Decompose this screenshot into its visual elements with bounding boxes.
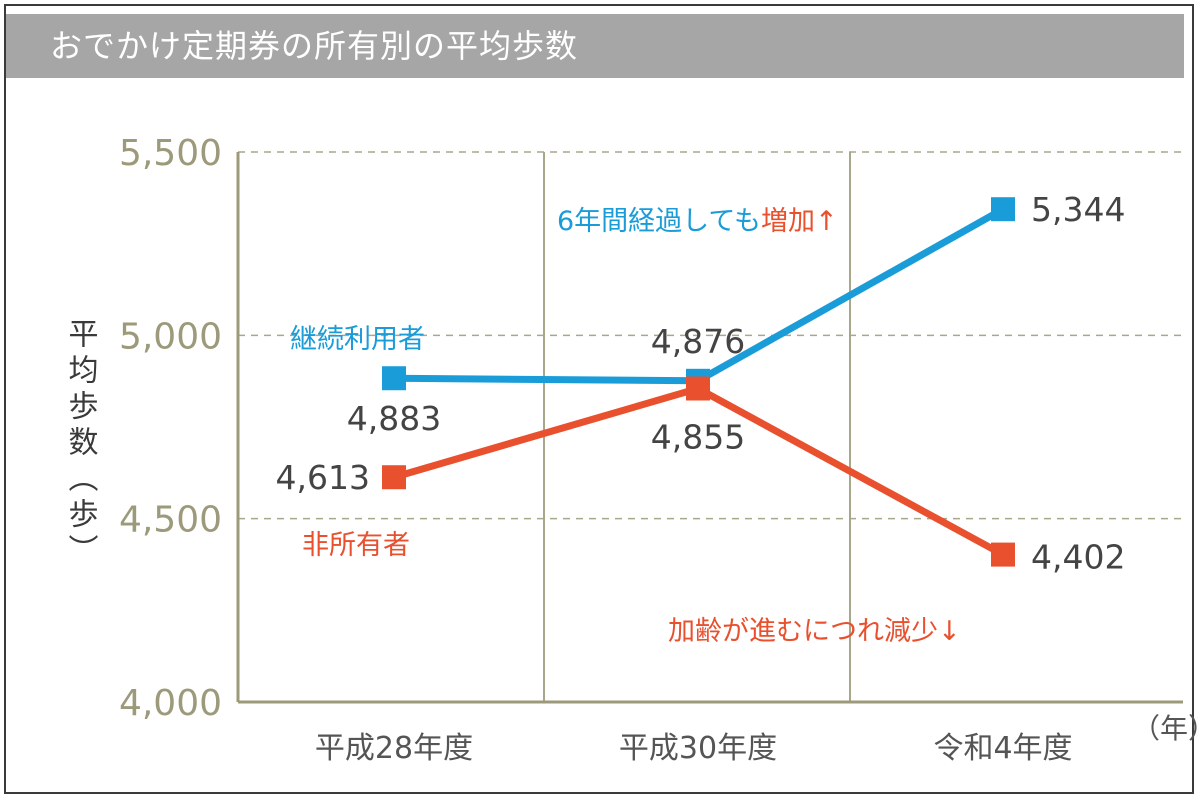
- series-line-2: [393, 385, 1005, 558]
- y-tick-label-4500: 4,500: [119, 500, 222, 541]
- x-tick-label-3: 令和4年度: [933, 731, 1072, 766]
- chart-frame: [4, 4, 1194, 794]
- series-markers: [382, 197, 1015, 567]
- series-2-marker-3: [991, 542, 1015, 567]
- series-label-continuing: 継続利用者: [290, 324, 425, 355]
- data-label-series-2-1: 4,613: [276, 458, 370, 497]
- series-label-nonowner: 非所有者: [302, 530, 410, 561]
- x-tick-labels: 平成28年度 平成30年度 令和4年度: [315, 731, 1073, 766]
- x-axis-unit: （年）: [1132, 712, 1200, 745]
- title-bar: おでかけ定期券の所有別の平均歩数: [6, 14, 1184, 78]
- series-1-marker-1: [382, 366, 406, 391]
- y-tick-labels: 4,000 4,500 5,000 5,500: [119, 133, 222, 724]
- data-labels: 4,883 4,876 5,344 4,613 4,855 4,402: [276, 190, 1126, 576]
- y-axis-label: 平均歩数（歩）: [63, 318, 99, 570]
- annotation-decrease: 加齢が進むにつれ減少↓: [668, 616, 961, 647]
- annotation-increase: 6年間経過しても増加↑: [557, 206, 838, 237]
- data-label-series-1-3: 5,344: [1031, 190, 1125, 229]
- series-2-marker-1: [382, 465, 406, 490]
- data-label-series-1-2: 4,876: [651, 322, 745, 361]
- data-label-series-2-2: 4,855: [651, 418, 745, 457]
- y-tick-label-4000: 4,000: [119, 683, 222, 724]
- annotation-increase-prefix: 6年間経過しても: [557, 206, 761, 237]
- chart-title: おでかけ定期券の所有別の平均歩数: [50, 27, 579, 65]
- series-2-marker-2: [686, 376, 710, 401]
- y-tick-label-5500: 5,500: [119, 133, 222, 174]
- series-1-marker-3: [991, 197, 1015, 222]
- x-tick-label-1: 平成28年度: [315, 731, 473, 766]
- y-tick-label-5000: 5,000: [119, 316, 222, 357]
- data-label-series-2-3: 4,402: [1031, 538, 1125, 577]
- annotation-increase-word: 増加↑: [761, 206, 838, 237]
- gridlines: [238, 151, 1183, 702]
- data-label-series-1-1: 4,883: [347, 399, 441, 438]
- axes: [236, 152, 1183, 704]
- x-tick-label-2: 平成30年度: [619, 731, 777, 766]
